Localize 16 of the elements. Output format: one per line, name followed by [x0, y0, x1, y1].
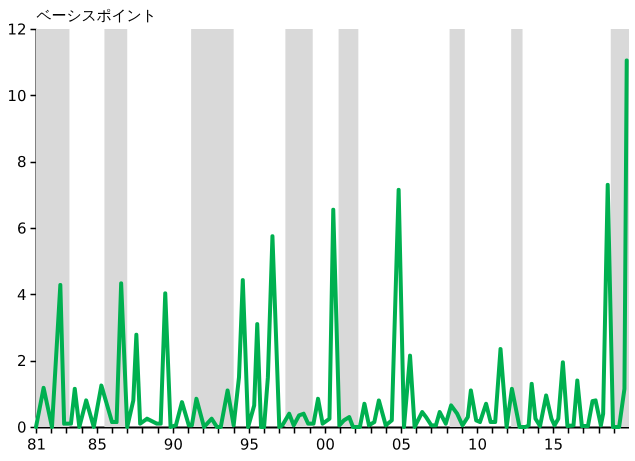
y-tick-label: 10	[7, 86, 26, 105]
y-tick-label: 12	[7, 20, 26, 38]
x-tick-label: 00	[316, 436, 335, 454]
y-tick-label: 0	[16, 418, 26, 436]
x-tick-label: 10	[468, 436, 487, 454]
y-tick-label: 8	[16, 153, 26, 172]
y-axis-title: ベーシスポイント	[36, 6, 156, 24]
x-tick-label: 90	[164, 436, 183, 454]
x-tick-label: 05	[392, 436, 411, 454]
y-tick-label: 6	[16, 220, 26, 238]
x-tick-label: 81	[26, 436, 46, 454]
x-tick-label: 95	[240, 436, 259, 454]
x-tick-label: 85	[88, 436, 107, 454]
y-tick-label: 2	[16, 352, 26, 370]
y-tick-label: 4	[16, 286, 26, 304]
x-tick-label: 15	[544, 436, 564, 454]
